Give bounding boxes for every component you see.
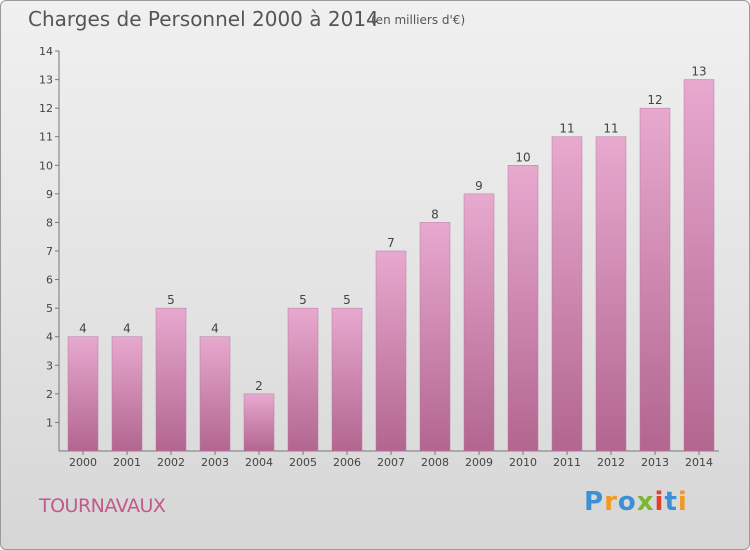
y-tick-label: 10 [39,159,53,172]
town-name: TOURNAVAUX [39,495,166,517]
x-tick-label: 2010 [509,456,537,469]
bar [287,307,319,452]
bar [331,307,363,452]
bar [507,165,539,452]
bar [683,79,715,452]
bar-value-label: 13 [691,65,706,79]
logo-letter: r [604,487,618,517]
bar-value-label: 4 [211,322,219,336]
logo-letter: o [617,487,637,517]
bar-value-label: 5 [299,293,307,307]
y-tick-label: 11 [39,131,53,144]
bar [551,136,583,452]
x-tick-label: 2006 [333,456,361,469]
bar [67,336,99,452]
y-tick-label: 9 [46,188,53,201]
bar [595,136,627,452]
x-tick-label: 2012 [597,456,625,469]
y-tick-label: 13 [39,74,53,87]
y-tick-label: 14 [39,45,53,58]
x-tick-label: 2004 [245,456,273,469]
y-tick-label: 3 [46,359,53,372]
bar [199,336,231,452]
x-tick-label: 2008 [421,456,449,469]
x-tick-label: 2005 [289,456,317,469]
y-tick-label: 1 [46,416,53,429]
x-tick-label: 2002 [157,456,185,469]
bar [243,393,275,452]
logo-letter: x [636,487,655,517]
logo-letter: P [584,487,605,517]
bar-value-label: 4 [123,322,131,336]
bar-value-label: 12 [647,93,662,107]
y-tick-label: 5 [46,302,53,315]
bar [155,307,187,452]
bar-value-label: 5 [343,293,351,307]
x-tick-label: 2013 [641,456,669,469]
bar [419,222,451,452]
bar-value-label: 7 [387,236,395,250]
logo-letter: i [654,487,665,517]
y-tick-label: 8 [46,216,53,229]
bar-value-label: 4 [79,322,87,336]
y-tick-label: 7 [46,245,53,258]
chart-subtitle: (en milliers d'€) [371,13,466,27]
bar-value-label: 11 [603,122,618,136]
proxiti-logo[interactable]: Proxiti [584,487,688,517]
bar-value-label: 9 [475,179,483,193]
x-tick-label: 2003 [201,456,229,469]
x-tick-label: 2007 [377,456,405,469]
bar-value-label: 10 [515,150,530,164]
bar-value-label: 2 [255,379,263,393]
x-tick-label: 2011 [553,456,581,469]
logo-letter: i [677,487,688,517]
x-tick-label: 2000 [69,456,97,469]
chart-title: Charges de Personnel 2000 à 2014 [28,7,379,31]
bar-value-label: 5 [167,293,175,307]
logo-letter: t [664,487,678,517]
bar [111,336,143,452]
x-tick-label: 2014 [685,456,713,469]
bar-value-label: 8 [431,207,439,221]
y-tick-label: 2 [46,388,53,401]
y-tick-label: 6 [46,274,53,287]
y-tick-label: 12 [39,102,53,115]
bar [463,193,495,452]
bar-value-label: 11 [559,122,574,136]
bar [639,107,671,452]
y-tick-label: 4 [46,331,53,344]
x-tick-label: 2001 [113,456,141,469]
bar [375,250,407,452]
x-tick-label: 2009 [465,456,493,469]
